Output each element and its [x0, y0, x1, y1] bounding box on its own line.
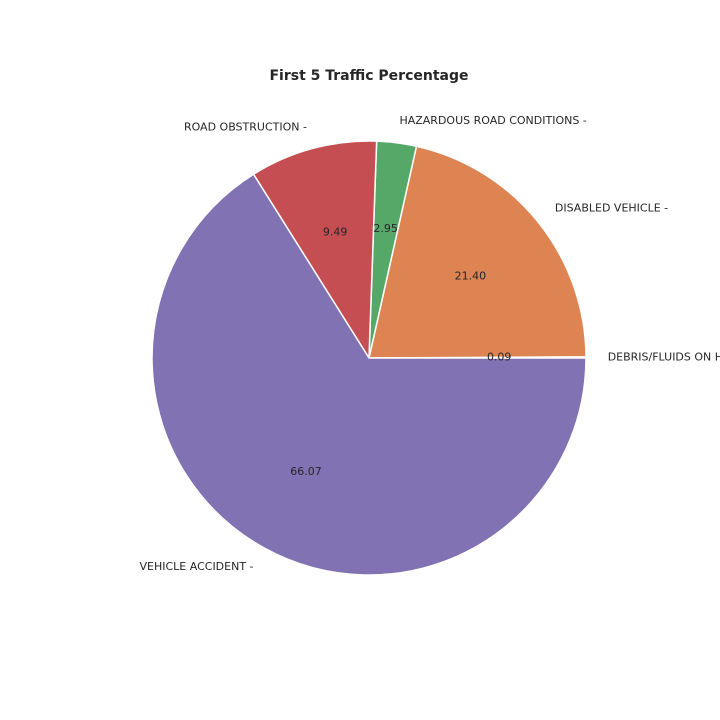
- slice-label: DEBRIS/FLUIDS ON H: [608, 350, 720, 363]
- slice-percent-label: 2.95: [373, 222, 398, 235]
- slice-percent-label: 9.49: [323, 225, 348, 238]
- pie-percent-labels: 0.09 21.40 2.95 9.49 66.07: [290, 222, 511, 478]
- slice-percent-label: 0.09: [487, 351, 512, 364]
- pie-slice: [252, 140, 378, 361]
- slice-label: DISABLED VEHICLE -: [555, 201, 668, 214]
- pie-slice: [151, 173, 587, 576]
- slice-label: HAZARDOUS ROAD CONDITIONS -: [399, 114, 586, 127]
- pie-labels: DEBRIS/FLUIDS ON H DISABLED VEHICLE - HAZA…: [140, 114, 720, 573]
- pie-wedges: [151, 140, 587, 576]
- pie-slice: [368, 145, 587, 359]
- slice-label: VEHICLE ACCIDENT -: [140, 560, 254, 573]
- slice-label: ROAD OBSTRUCTION -: [184, 121, 307, 134]
- slice-percent-label: 21.40: [455, 269, 487, 282]
- chart-title: First 5 Traffic Percentage: [269, 68, 468, 84]
- slice-percent-label: 66.07: [290, 465, 322, 478]
